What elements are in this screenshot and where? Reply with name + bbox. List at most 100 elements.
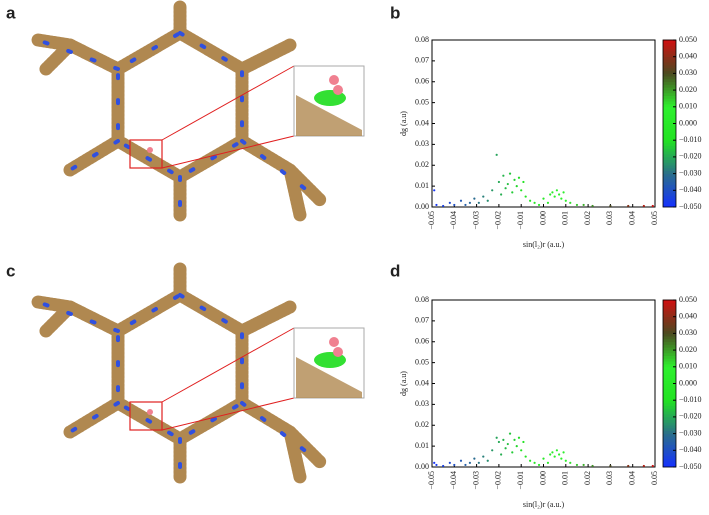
colorbar-segment [663,84,676,88]
colorbar-segment [663,383,676,387]
point [551,451,554,454]
colorbar-segment [663,308,676,312]
point [651,464,654,468]
x-tick-label: 0.02 [583,211,592,225]
x-tick-label: −0.01 [516,211,525,230]
colorbar-segment [663,190,676,194]
point [495,153,498,156]
colorbar-segment [663,198,676,202]
x-tick-label: −0.05 [427,211,436,230]
colorbar-segment [663,310,676,315]
colorbar-segment [663,137,676,141]
point [522,440,525,444]
colorbar-segment [663,433,676,437]
point [468,461,472,464]
colorbar-segment [663,299,676,304]
colorbar-segment [663,64,676,69]
colorbar-segment [663,438,676,443]
point [468,201,472,204]
colorbar-segment [663,352,676,356]
colorbar-segment [663,203,676,208]
x-tick-label: −0.03 [471,211,480,230]
colorbar-segment [663,48,676,52]
point [560,197,563,200]
molecule-a [38,6,364,215]
colorbar-segment [663,53,676,57]
point [448,201,451,204]
y-axis-label: dg (a.u) [399,371,408,396]
point [435,463,438,467]
colorbar-segment [663,145,676,149]
colorbar-segment [663,170,676,174]
x-tick-label: −0.02 [494,471,503,490]
colorbar-segment [663,173,676,177]
colorbar-segment [663,128,676,133]
colorbar-tick-label: 0.000 [679,118,697,127]
colorbar-segment [663,89,676,94]
colorbar-segment [663,125,676,130]
point [491,189,494,192]
colorbar-segment [663,164,676,169]
molecule-c [38,268,364,477]
point [448,461,451,464]
point [435,203,438,207]
colorbar-segment [663,366,676,370]
point [497,180,500,184]
point [497,440,500,444]
colorbar-segment [663,123,676,127]
x-tick-label: 0.04 [628,471,637,485]
point [473,197,476,200]
point [591,204,594,208]
y-tick-label: 0.06 [415,337,429,346]
point [511,191,514,194]
colorbar-segment [663,181,676,186]
colorbar-segment [663,349,676,354]
x-tick-label: 0.03 [605,471,614,485]
point [555,449,558,452]
x-tick-label: 0.05 [650,471,659,485]
colorbar-tick-label: −0.040 [679,445,702,454]
colorbar-segment [663,187,676,191]
colorbar-segment [663,394,676,398]
point [582,463,585,467]
colorbar-segment [663,100,676,105]
colorbar-tick-label: 0.030 [679,328,697,337]
colorbar-segment [663,120,676,124]
y-tick-label: 0.02 [415,420,429,429]
colorbar-segment [663,402,676,407]
point [459,199,463,202]
point [564,199,567,202]
colorbar-segment [663,302,676,306]
colorbar-tick-label: 0.010 [679,102,697,111]
point [506,182,509,186]
point [558,453,561,456]
point [537,203,541,207]
x-tick-label: −0.04 [449,471,458,490]
point [477,201,480,204]
panel-label: a [6,3,16,22]
point [502,174,505,177]
point [495,436,498,439]
colorbar-segment [663,385,676,390]
colorbar-segment [663,372,676,376]
colorbar-segment [663,45,676,49]
y-tick-label: 0.05 [415,97,429,106]
colorbar-segment [663,450,676,454]
colorbar-segment [663,42,676,46]
colorbar-segment [663,341,676,345]
colorbar-segment [663,422,676,426]
x-tick-label: 0.03 [605,211,614,225]
colorbar-segment [663,39,676,44]
x-tick-label: 0.01 [561,471,570,485]
y-tick-label: 0.04 [415,378,429,387]
x-tick-label: 0.00 [538,471,547,485]
colorbar-tick-label: 0.020 [679,345,697,354]
colorbar-segment [663,103,676,108]
point [515,445,518,448]
panel-label: c [6,261,15,280]
point [486,199,489,202]
colorbar-segment [663,358,676,362]
y-tick-label: 0.06 [415,77,429,86]
point [537,463,541,467]
colorbar-tick-label: −0.030 [679,168,702,177]
